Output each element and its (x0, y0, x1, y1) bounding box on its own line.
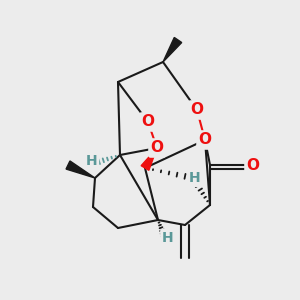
Text: O: O (142, 115, 154, 130)
Text: H: H (189, 171, 201, 185)
Polygon shape (66, 161, 95, 178)
Text: H: H (86, 154, 98, 168)
Text: O: O (199, 133, 212, 148)
Text: H: H (162, 231, 174, 245)
Text: O: O (247, 158, 260, 172)
Polygon shape (141, 148, 157, 170)
Text: O: O (151, 140, 164, 155)
Polygon shape (163, 38, 182, 62)
Text: O: O (190, 103, 203, 118)
